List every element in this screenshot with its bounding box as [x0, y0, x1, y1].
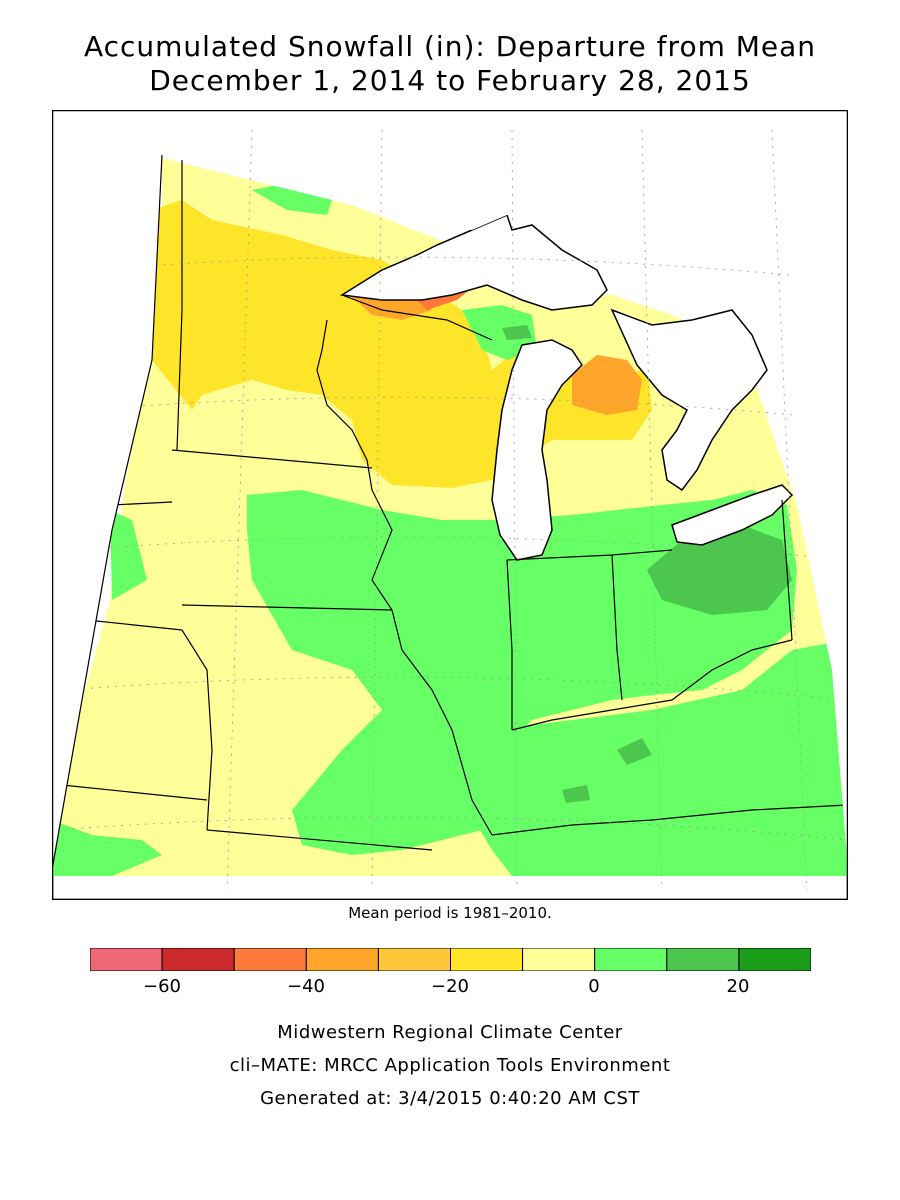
- lake-huron: [610, 308, 768, 492]
- region-0-to-10-nw-wi: [462, 305, 537, 360]
- map-subtitle-dates: December 1, 2014 to February 28, 2015: [149, 64, 751, 97]
- border-mn-wi: [316, 319, 373, 491]
- projection-edge-left: [52, 154, 163, 871]
- canada-land: [52, 110, 847, 380]
- region-0-to-10-sw: [52, 820, 162, 876]
- region-10-to-20-oh: [647, 525, 792, 615]
- projection-mask-right: [792, 110, 848, 870]
- region-10-to-20-in: [617, 738, 652, 765]
- footer-tool-name: cli–MATE: MRCC Application Tools Environ…: [229, 1055, 671, 1076]
- border-mn-dakota: [176, 160, 183, 451]
- border-ohio-river: [511, 639, 793, 731]
- lake-michigan: [491, 339, 583, 561]
- region-minus30-to-minus20-mi: [572, 355, 642, 415]
- border-mo-ar: [206, 829, 433, 851]
- border-ne-ks: [86, 619, 183, 631]
- legend-bin: [161, 948, 235, 971]
- legend-tick-minus60: −60: [143, 976, 181, 997]
- region-0-to-10-central: [110, 490, 797, 855]
- legend-bin: [377, 948, 451, 971]
- legend-tick-minus20: −20: [431, 976, 469, 997]
- state-borders: [61, 160, 848, 851]
- legend-bin: [594, 948, 668, 971]
- region-10-to-20-ky: [562, 785, 590, 803]
- legend-bin: [522, 948, 596, 971]
- graticule: [56, 129, 848, 891]
- border-wi-mi-up: [341, 294, 493, 341]
- lake-superior: [339, 213, 608, 311]
- border-dakota-ne: [111, 501, 173, 506]
- legend-tick-0: 0: [588, 976, 600, 997]
- legend-bin: [738, 948, 811, 971]
- legend-bin: [666, 948, 740, 971]
- footer-generated-time: Generated at: 3/4/2015 0:40:20 AM CST: [260, 1088, 640, 1109]
- border-ia-mo: [181, 604, 393, 611]
- legend-tick-minus40: −40: [287, 976, 325, 997]
- border-ks-ok: [61, 784, 208, 801]
- border-miss-river: [391, 609, 493, 836]
- footer-center-name: Midwestern Regional Climate Center: [277, 1022, 623, 1043]
- border-ia-il: [371, 489, 393, 611]
- border-ky-tn: [491, 804, 848, 836]
- mean-period-note: Mean period is 1981–2010.: [348, 904, 552, 922]
- legend-bin: [90, 948, 163, 971]
- legend-tick-20: 20: [726, 976, 750, 997]
- border-in-oh: [611, 554, 623, 701]
- color-scale-legend: [90, 948, 811, 971]
- legend-bin: [233, 948, 307, 971]
- projection-mask: [52, 110, 162, 870]
- map-title: Accumulated Snowfall (in): Departure fro…: [83, 30, 817, 63]
- region-0-to-10-south: [462, 640, 847, 876]
- border-ia-north: [171, 449, 373, 469]
- snowfall-departure-map: [52, 110, 848, 900]
- region-10-to-20-mi: [502, 325, 532, 340]
- border-oh-pa: [781, 499, 793, 641]
- legend-bin: [450, 948, 524, 971]
- border-il-in: [506, 559, 513, 730]
- border-mo-ks: [181, 629, 213, 831]
- legend-bin: [305, 948, 379, 971]
- region-0-to-10-mn-north: [252, 182, 332, 215]
- border-mi-in-oh: [506, 549, 673, 561]
